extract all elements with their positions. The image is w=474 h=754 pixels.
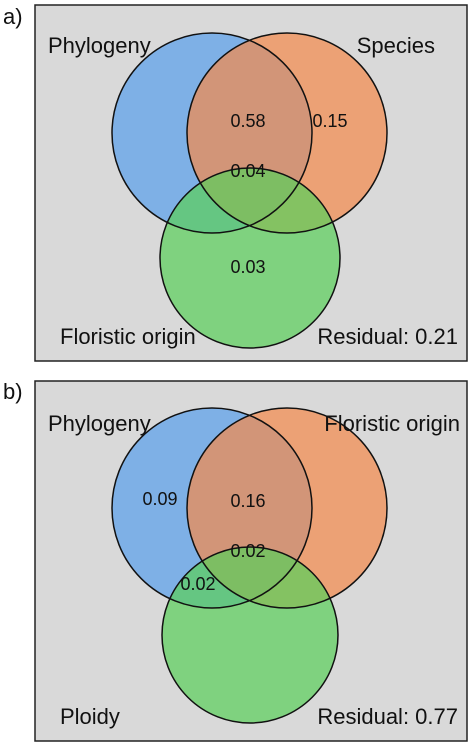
panel-label: a) xyxy=(3,4,23,29)
venn-panel: b) Phylogeny Floristic origin Ploidy 0.09 0.1… xyxy=(3,379,468,742)
region-value: 0.09 xyxy=(142,489,177,509)
residual-label: Residual: 0.77 xyxy=(317,704,458,729)
region-value: 0.15 xyxy=(312,111,347,131)
set-circle xyxy=(162,547,338,723)
residual-label: Residual: 0.21 xyxy=(317,324,458,349)
venn-panel: a) Phylogeny Species Floristic origin 0.58 0.… xyxy=(3,4,468,362)
set-label: Phylogeny xyxy=(48,411,151,436)
region-value: 0.16 xyxy=(230,491,265,511)
set-label: Ploidy xyxy=(60,704,120,729)
set-outline xyxy=(161,546,339,724)
panel-label: b) xyxy=(3,379,23,404)
region-value: 0.02 xyxy=(180,574,215,594)
region-value: 0.02 xyxy=(230,541,265,561)
region-value: 0.58 xyxy=(230,111,265,131)
set-circle xyxy=(160,168,340,348)
set-outline xyxy=(111,407,313,609)
set-label: Phylogeny xyxy=(48,33,151,58)
set-label: Species xyxy=(357,33,435,58)
set-label: Floristic origin xyxy=(324,411,460,436)
set-outline xyxy=(111,32,313,234)
set-label: Floristic origin xyxy=(60,324,196,349)
set-outline xyxy=(159,167,341,349)
region-value: 0.04 xyxy=(230,161,265,181)
set-outline xyxy=(186,407,388,609)
region-value: 0.03 xyxy=(230,257,265,277)
set-outline xyxy=(186,32,388,234)
